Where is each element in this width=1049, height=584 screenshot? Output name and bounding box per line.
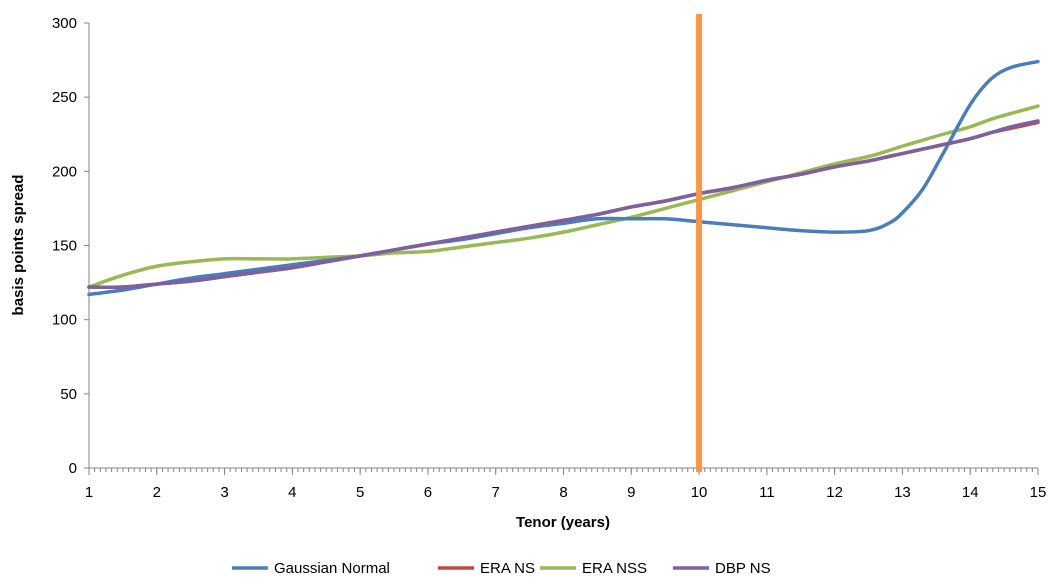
legend-label: Gaussian Normal [274,560,390,577]
legend-label: ERA NS [480,560,535,577]
y-tick-label: 150 [52,238,77,255]
x-tick-label: 2 [153,484,161,501]
x-tick-label: 13 [894,484,911,501]
x-tick-label: 6 [424,484,432,501]
y-tick-label: 0 [69,460,77,477]
y-tick-label: 300 [52,15,77,32]
series-lines [87,59,1040,297]
legend-item-era-nss: ERA NSS [540,560,647,577]
legend-item-gaussian-normal: Gaussian Normal [232,560,390,577]
x-axis: 1 2 3 4 5 6 7 8 9 10 11 12 13 14 15 [85,467,1047,501]
x-tick-label: 10 [691,484,708,501]
x-tick-label: 3 [220,484,228,501]
x-tick-label: 8 [559,484,567,501]
legend-label: DBP NS [715,560,771,577]
y-tick-label: 50 [60,386,77,403]
series-line-gaussian-normal [87,59,1040,297]
x-tick-label: 14 [962,484,979,501]
legend: Gaussian Normal ERA NS ERA NSS DBP NS [232,560,771,577]
y-tick-label: 200 [52,163,77,180]
legend-item-dbp-ns: DBP NS [673,560,771,577]
x-tick-label: 15 [1030,484,1047,501]
x-ticks: 1 2 3 4 5 6 7 8 9 10 11 12 13 14 15 [85,468,1047,501]
x-tick-label: 7 [492,484,500,501]
x-tick-label: 9 [627,484,635,501]
y-ticks: 0 50 100 150 200 250 300 [52,15,89,477]
x-tick-label: 12 [826,484,843,501]
x-axis-title: Tenor (years) [516,514,610,531]
y-axis-title: basis points spread [10,175,27,316]
y-tick-label: 250 [52,89,77,106]
y-tick-label: 100 [52,312,77,329]
series-line-era-nss [87,104,1040,289]
legend-item-era-ns: ERA NS [438,560,535,577]
x-tick-label: 11 [759,484,775,501]
y-axis: 0 50 100 150 200 250 300 [52,15,90,477]
series-line-dbp-ns [87,119,1040,289]
x-tick-label: 5 [356,484,364,501]
x-tick-label: 1 [85,484,93,501]
x-tick-label: 4 [288,484,296,501]
legend-label: ERA NSS [582,560,647,577]
